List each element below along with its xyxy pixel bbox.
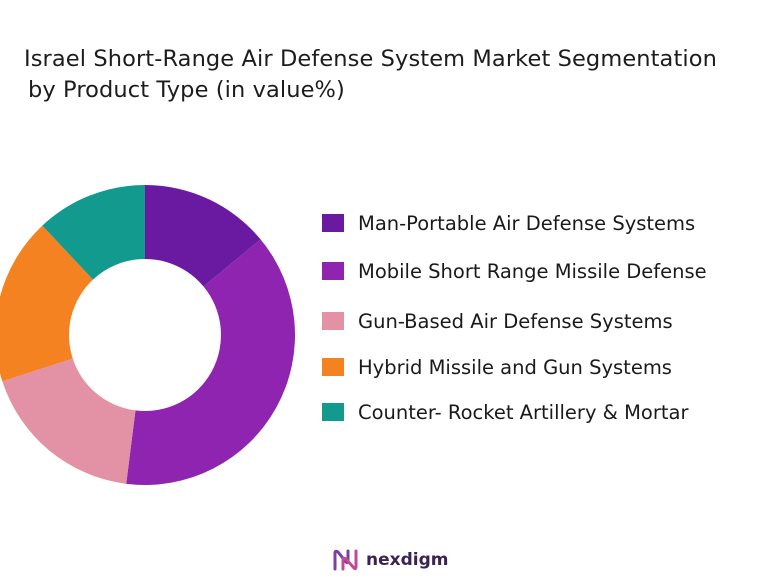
legend-swatch-man-portable	[322, 214, 344, 232]
legend-item-mobile-short-range: Mobile Short Range Missile Defense	[322, 259, 707, 283]
legend-label-hybrid: Hybrid Missile and Gun Systems	[358, 355, 672, 379]
legend-label-counter-ram: Counter- Rocket Artillery & Mortar	[358, 400, 689, 424]
donut-slice-4	[0, 225, 93, 382]
nexdigm-logo-icon	[333, 549, 358, 571]
legend-swatch-counter-ram	[322, 403, 344, 421]
legend-swatch-gun-based	[322, 312, 344, 330]
donut-slice-2	[126, 239, 296, 485]
legend-label-man-portable: Man-Portable Air Defense Systems	[358, 211, 696, 235]
chart-title-line-2: by Product Type (in value%)	[28, 77, 345, 103]
legend-label-gun-based: Gun-Based Air Defense Systems	[358, 309, 673, 333]
brand-name: nexdigm	[366, 550, 449, 570]
legend-swatch-hybrid	[322, 358, 344, 376]
legend-item-hybrid: Hybrid Missile and Gun Systems	[322, 355, 672, 379]
legend-item-man-portable: Man-Portable Air Defense Systems	[322, 211, 695, 235]
legend-item-counter-ram: Counter- Rocket Artillery & Mortar	[322, 400, 688, 424]
chart-title: Israel Short-Range Air Defense System Ma…	[24, 44, 769, 106]
donut-slice-3	[2, 358, 136, 484]
chart-title-line-1: Israel Short-Range Air Defense System Ma…	[24, 46, 717, 72]
brand-logo: nexdigm	[332, 547, 448, 573]
donut-slice-1	[145, 185, 261, 287]
legend-item-gun-based: Gun-Based Air Defense Systems	[322, 309, 673, 333]
legend-label-mobile-short-range: Mobile Short Range Missile Defense	[358, 259, 707, 283]
donut-slice-5	[42, 185, 146, 280]
legend-swatch-mobile-short-range	[322, 262, 344, 280]
